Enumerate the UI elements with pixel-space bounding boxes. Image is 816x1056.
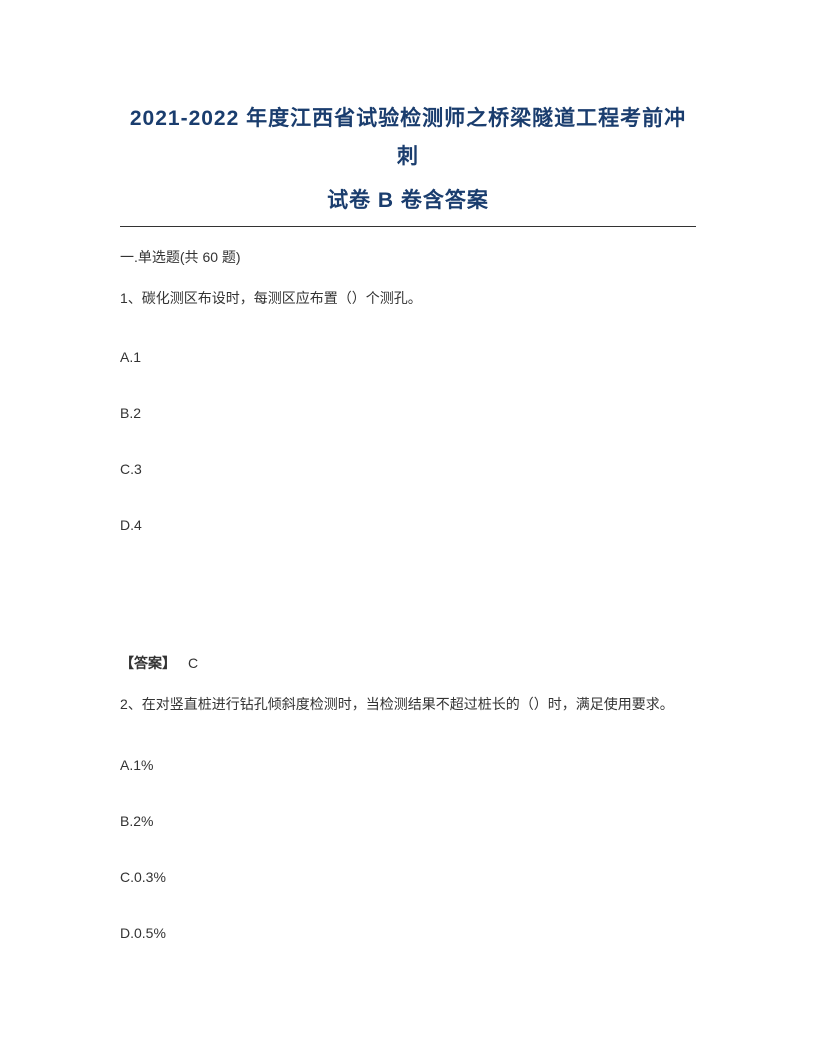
question-2-option-a: A.1% <box>120 757 696 773</box>
question-1-option-b: B.2 <box>120 405 696 421</box>
question-2-option-d: D.0.5% <box>120 925 696 941</box>
question-2-text: 2、在对竖直桩进行钻孔倾斜度检测时，当检测结果不超过桩长的（）时，满足使用要求。 <box>120 693 696 717</box>
document-title-line2: 试卷 B 卷含答案 <box>120 184 696 214</box>
document-title-line1: 2021-2022 年度江西省试验检测师之桥梁隧道工程考前冲刺 <box>120 100 696 176</box>
title-divider <box>120 226 696 227</box>
question-1-text: 1、碳化测区布设时，每测区应布置（）个测孔。 <box>120 287 696 309</box>
section-header: 一.单选题(共 60 题) <box>120 247 696 267</box>
question-2-option-c: C.0.3% <box>120 869 696 885</box>
answer-value: C <box>188 655 198 671</box>
question-1-option-c: C.3 <box>120 461 696 477</box>
question-2-option-b: B.2% <box>120 813 696 829</box>
answer-label: 【答案】 <box>120 655 176 671</box>
question-1-option-d: D.4 <box>120 517 696 533</box>
question-1-option-a: A.1 <box>120 349 696 365</box>
question-1-answer: 【答案】 C <box>120 653 696 673</box>
